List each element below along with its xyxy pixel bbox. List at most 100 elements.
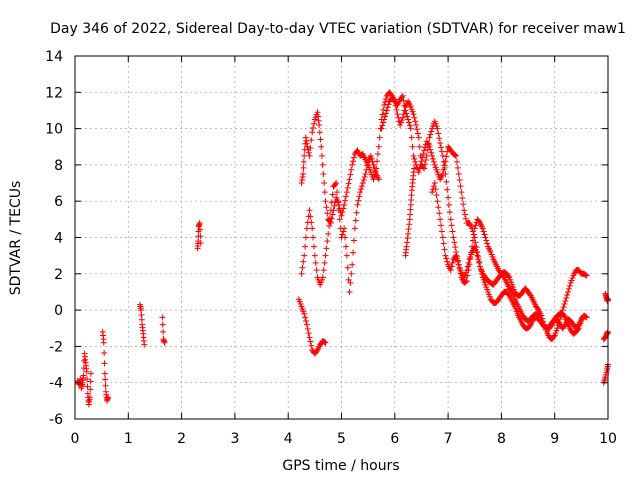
data-point-marker	[322, 198, 329, 205]
data-point-marker	[463, 278, 470, 285]
data-point-marker	[566, 282, 573, 289]
data-point-marker	[333, 180, 340, 187]
data-point-marker	[471, 243, 478, 250]
data-point-marker	[390, 97, 397, 104]
data-point-marker	[465, 259, 472, 266]
y-tick-label: 0	[54, 303, 63, 319]
data-point-marker	[341, 225, 348, 232]
data-point-marker	[406, 221, 413, 228]
data-point-marker	[460, 201, 467, 208]
data-point-marker	[469, 228, 476, 235]
data-point-marker	[301, 310, 308, 317]
data-point-marker	[456, 177, 463, 184]
data-point-marker	[298, 270, 305, 277]
data-point-marker	[471, 234, 478, 241]
data-point-marker	[350, 249, 357, 256]
data-point-marker	[160, 328, 167, 335]
data-point-marker	[403, 243, 410, 250]
data-point-marker	[361, 174, 368, 180]
data-point-marker	[413, 121, 420, 128]
data-point-marker	[302, 317, 309, 324]
data-point-marker	[411, 114, 418, 121]
data-point-marker	[443, 153, 450, 160]
y-tick-label: 10	[45, 122, 63, 138]
data-point-marker	[101, 350, 108, 357]
data-point-marker	[300, 170, 307, 177]
data-point-marker	[423, 152, 430, 159]
data-point-marker	[458, 189, 465, 196]
x-tick-label: 9	[550, 431, 559, 447]
y-tick-label: 4	[54, 231, 63, 247]
data-point-marker	[318, 143, 325, 150]
data-point-marker	[403, 110, 410, 117]
data-point-marker	[86, 394, 93, 401]
data-points	[74, 89, 611, 408]
data-point-marker	[392, 102, 399, 109]
data-point-marker	[345, 180, 352, 187]
data-point-marker	[400, 111, 407, 118]
data-point-marker	[434, 125, 441, 132]
data-point-marker	[348, 166, 355, 173]
data-point-marker	[399, 114, 406, 121]
y-axis-label: SDTVAR / TECUs	[8, 181, 24, 296]
data-point-marker	[300, 158, 307, 165]
data-point-marker	[456, 264, 463, 271]
data-point-marker	[382, 110, 389, 117]
data-point-marker	[452, 244, 459, 251]
data-point-marker	[141, 341, 148, 348]
data-point-marker	[477, 267, 484, 274]
data-point-marker	[382, 113, 389, 120]
data-point-marker	[305, 330, 312, 337]
data-point-marker	[453, 252, 460, 259]
data-point-marker	[328, 199, 335, 206]
data-point-marker	[415, 134, 422, 141]
data-point-marker	[381, 102, 388, 109]
data-point-marker	[315, 117, 322, 124]
x-tick-label: 3	[230, 431, 239, 447]
data-point-marker	[443, 255, 450, 262]
data-point-marker	[404, 239, 411, 246]
data-point-marker	[508, 287, 515, 294]
data-point-marker	[300, 164, 307, 171]
data-point-marker	[380, 119, 387, 126]
data-point-marker	[464, 263, 471, 270]
data-point-marker	[316, 129, 323, 136]
data-point-marker	[355, 197, 362, 204]
data-point-marker	[310, 234, 317, 241]
data-point-marker	[401, 107, 408, 114]
data-point-marker	[306, 207, 313, 214]
data-point-marker	[427, 131, 434, 138]
data-point-marker	[87, 370, 94, 377]
data-point-marker	[349, 261, 356, 268]
data-point-marker	[353, 209, 360, 216]
data-point-marker	[360, 177, 367, 184]
data-point-marker	[404, 235, 411, 242]
data-point-marker	[428, 128, 435, 135]
data-point-marker	[412, 158, 419, 165]
data-point-marker	[310, 120, 317, 127]
data-point-marker	[430, 158, 437, 165]
data-point-marker	[429, 189, 436, 196]
data-point-marker	[448, 263, 455, 270]
data-point-marker	[327, 219, 334, 226]
data-point-marker	[299, 174, 306, 180]
data-point-marker	[385, 101, 392, 108]
data-point-marker	[457, 267, 464, 274]
data-point-marker	[437, 222, 444, 229]
data-point-marker	[561, 313, 568, 320]
data-point-marker	[453, 255, 460, 262]
x-tick-label: 5	[337, 431, 346, 447]
data-point-marker	[447, 267, 454, 274]
data-point-marker	[428, 149, 435, 156]
data-point-marker	[302, 234, 309, 241]
data-point-marker	[439, 152, 446, 159]
y-tick-label: 12	[45, 85, 63, 101]
data-point-marker	[438, 148, 445, 155]
data-point-marker	[444, 186, 451, 193]
data-point-marker	[471, 225, 478, 232]
data-point-marker	[329, 211, 336, 218]
data-point-marker	[358, 183, 365, 190]
data-point-marker	[526, 291, 533, 298]
